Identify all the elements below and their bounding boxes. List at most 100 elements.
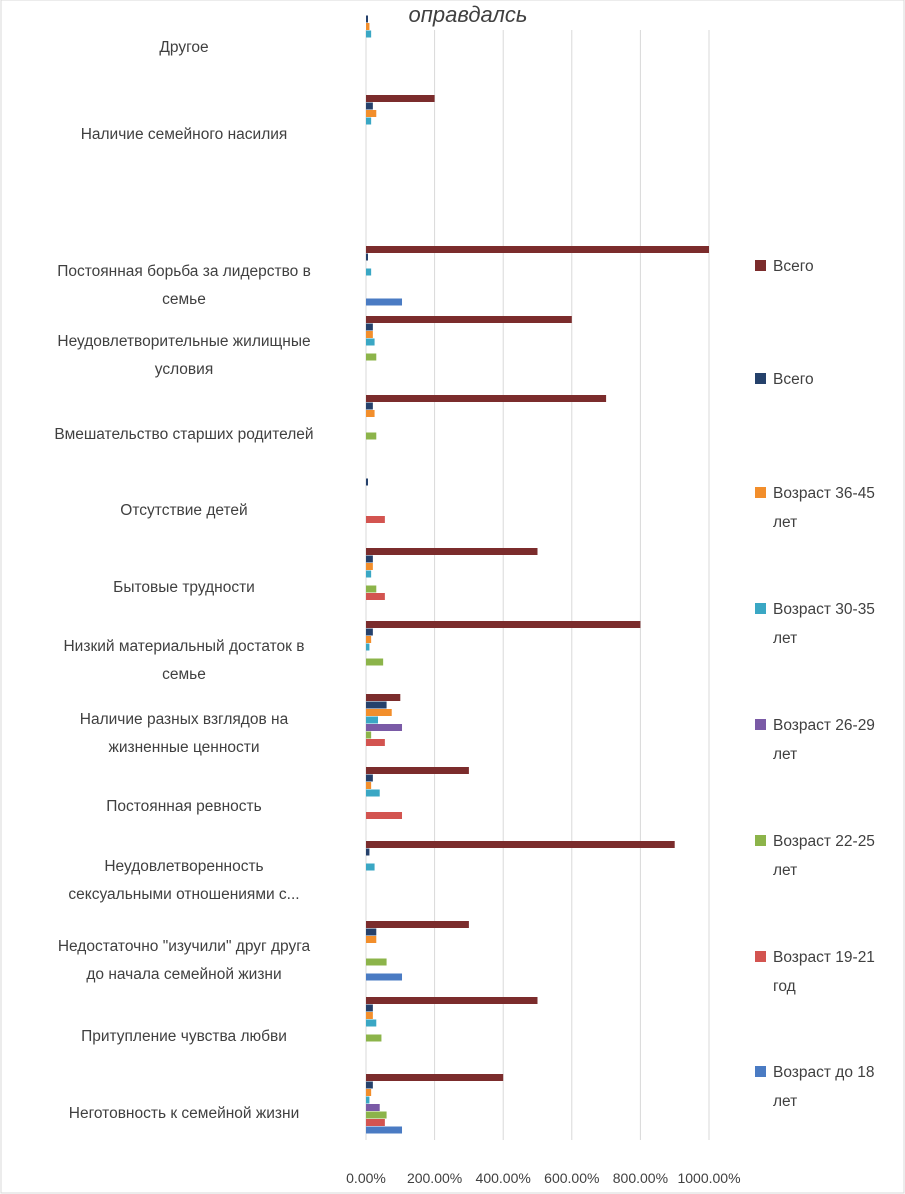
- bar: [366, 478, 368, 486]
- bar: [366, 841, 675, 848]
- x-tick-label: 0.00%: [346, 1170, 386, 1186]
- bar: [366, 774, 373, 782]
- bar: [366, 555, 373, 563]
- bar: [366, 1096, 370, 1104]
- bar: [366, 928, 377, 936]
- bar: [366, 789, 380, 797]
- legend-label: Возраст 22-25: [773, 833, 875, 850]
- bar: [366, 643, 370, 651]
- bar: [366, 95, 435, 102]
- legend-label: Всего: [773, 371, 814, 388]
- category-label: до начала семейной жизни: [86, 966, 281, 983]
- bar: [366, 516, 385, 523]
- category-label: Притупление чувства любви: [81, 1028, 287, 1045]
- x-tick-label: 1000.00%: [677, 1170, 740, 1186]
- category-label: Неудовлетворенность: [104, 858, 263, 875]
- bar: [366, 628, 373, 636]
- bars: [366, 15, 709, 1134]
- category-label: семье: [162, 291, 206, 308]
- gridlines: [365, 30, 710, 1140]
- bar: [366, 570, 372, 578]
- bar: [366, 110, 377, 117]
- bar: [366, 848, 370, 856]
- bar: [366, 338, 375, 346]
- category-labels: Другое Наличие семейного насилия Постоянна…: [54, 39, 313, 1122]
- legend-swatch: [755, 603, 766, 614]
- bar: [366, 585, 377, 593]
- bar: [366, 1074, 504, 1081]
- legend-label: Возраст до 18: [773, 1064, 875, 1081]
- bar: [366, 402, 373, 410]
- legend-label: год: [773, 978, 796, 995]
- bar: [366, 739, 385, 746]
- legend-swatch: [755, 835, 766, 846]
- bar: [366, 563, 373, 570]
- legend-swatch: [755, 373, 766, 384]
- bar: [366, 701, 387, 709]
- bar: [366, 1012, 373, 1019]
- category-label: Бытовые трудности: [113, 579, 255, 596]
- legend-swatch: [755, 1066, 766, 1077]
- bar: [366, 410, 375, 417]
- bar: [366, 331, 373, 338]
- bar: [366, 353, 377, 361]
- bar: [366, 1004, 373, 1012]
- bar: [366, 548, 538, 555]
- legend-label: лет: [773, 746, 797, 763]
- x-tick-label: 200.00%: [407, 1170, 462, 1186]
- bar: [366, 1119, 385, 1126]
- category-label: Недостаточно "изучили" друг друга: [58, 938, 311, 955]
- legend-swatch: [755, 487, 766, 498]
- category-label: Низкий материальный достаток в: [63, 638, 304, 655]
- bar: [366, 863, 375, 871]
- bar: [366, 117, 372, 125]
- bar: [366, 812, 403, 819]
- category-label: сексуальными отношениями с...: [68, 886, 299, 903]
- legend-swatch: [755, 260, 766, 271]
- category-label: жизненные ценности: [108, 739, 259, 756]
- x-tick-label: 400.00%: [476, 1170, 531, 1186]
- category-label: Вмешательство старших родителей: [54, 426, 313, 443]
- bar: [366, 593, 385, 600]
- bar: [366, 921, 469, 928]
- bar: [366, 936, 377, 943]
- bar: [366, 767, 469, 774]
- bar: [366, 298, 403, 306]
- legend-label: Всего: [773, 258, 814, 275]
- bar: [366, 316, 572, 323]
- bar: [366, 1104, 380, 1111]
- bar: [366, 636, 372, 643]
- bar: [366, 958, 387, 966]
- legend-label: Возраст 26-29: [773, 717, 875, 734]
- bar: [366, 709, 392, 716]
- legend-label: лет: [773, 862, 797, 879]
- bar: [366, 1111, 387, 1119]
- bar: [366, 268, 372, 276]
- bar: [366, 23, 370, 30]
- category-label: Отсутствие детей: [120, 502, 247, 519]
- legend: Всего Всего Возраст 36-45 лет Возраст 30-35 л…: [755, 258, 875, 1110]
- bar: [366, 432, 377, 440]
- bar: [366, 253, 368, 261]
- chart-title: оправдалсь: [409, 2, 528, 27]
- legend-swatch: [755, 719, 766, 730]
- bar: [366, 1126, 403, 1134]
- bar: [366, 997, 538, 1004]
- bar: [366, 973, 403, 981]
- category-label: семье: [162, 666, 206, 683]
- legend-label: лет: [773, 514, 797, 531]
- bar: [366, 30, 372, 38]
- bar: [366, 246, 709, 253]
- bar: [366, 1019, 377, 1027]
- bar: [366, 395, 607, 402]
- bar: [366, 716, 379, 724]
- x-axis-tick-labels: 0.00% 200.00% 400.00% 600.00% 800.00% 1000.00…: [346, 1170, 740, 1186]
- legend-label: Возраст 19-21: [773, 949, 875, 966]
- legend-label: Возраст 36-45: [773, 485, 875, 502]
- category-label: Наличие семейного насилия: [81, 126, 288, 143]
- category-label: Наличие разных взглядов на: [80, 711, 289, 728]
- bar: [366, 323, 373, 331]
- bar: [366, 15, 368, 23]
